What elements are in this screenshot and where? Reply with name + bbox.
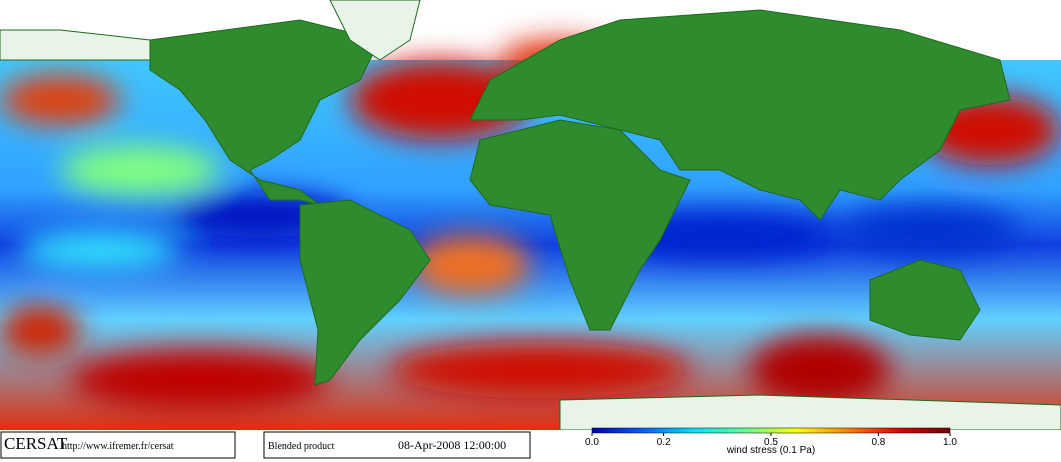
colorbar-tick-label: 0.0 xyxy=(585,437,599,448)
colorbar-tick-label: 0.5 xyxy=(764,437,778,448)
logo: CERSAT xyxy=(4,434,68,453)
colorbar xyxy=(591,427,951,434)
colorbar-label: wind stress (0.1 Pa) xyxy=(726,445,815,456)
wind-field xyxy=(0,40,1060,410)
date: 08-Apr-2008 12:00:00 xyxy=(398,438,506,452)
footer: CERSAT http://www.ifremer.fr/cersat Blen… xyxy=(0,430,1061,462)
logo-box xyxy=(0,431,236,459)
colorbar-tick-label: 0.2 xyxy=(657,437,671,448)
colorbar-tick-label: 1.0 xyxy=(943,437,957,448)
url: http://www.ifremer.fr/cersat xyxy=(62,441,174,452)
land xyxy=(0,0,1061,431)
product: Blended product xyxy=(268,441,335,452)
product-box xyxy=(263,431,531,459)
colorbar-tick-label: 0.8 xyxy=(871,437,885,448)
